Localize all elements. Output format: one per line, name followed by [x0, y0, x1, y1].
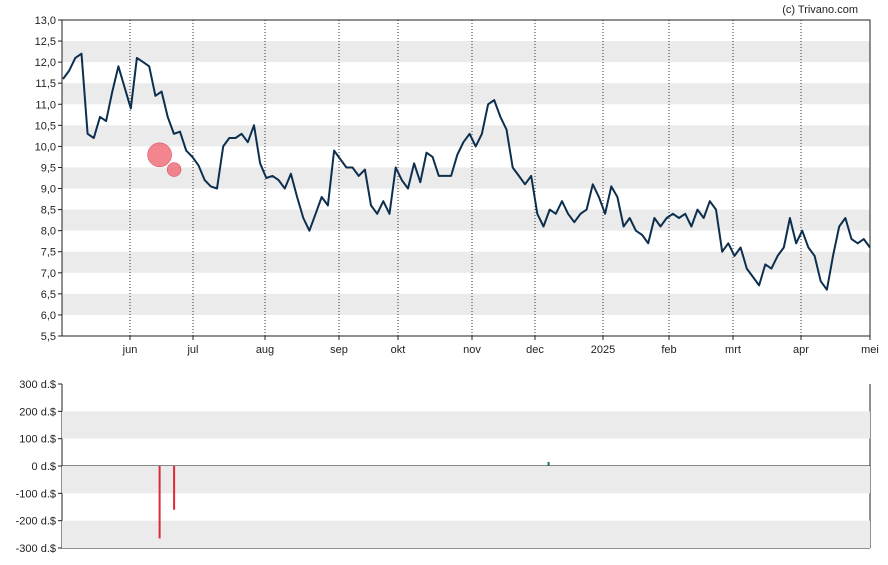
y-tick-label: 9,0: [41, 184, 56, 196]
y-tick-label: 10,5: [35, 120, 56, 132]
band: [62, 41, 870, 63]
x-tick-labels: jun jul aug sep okt nov dec 2025 feb mrt apr mei: [122, 336, 879, 356]
price-y-tick-labels: 13,0 12,5 12,0 11,5 11,0 10,5 10,0 9,5 9,0 8,5 8,0…: [35, 15, 62, 343]
band: [62, 167, 870, 189]
band: [62, 520, 870, 548]
sell-marker: [166, 162, 182, 177]
y-tick-label: 7,0: [41, 268, 56, 280]
y-tick-label: 5,5: [41, 331, 56, 343]
x-tick-label: nov: [463, 344, 481, 356]
y-tick-label: -100 d.$: [16, 488, 56, 500]
y-tick-label: -200 d.$: [16, 516, 56, 528]
x-tick-label: 2025: [591, 344, 615, 356]
y-tick-label: 10,0: [35, 141, 56, 153]
band: [62, 411, 870, 439]
x-tick-label: jun: [122, 344, 138, 356]
y-tick-label: 13,0: [35, 15, 56, 27]
transaction-markers: [147, 142, 182, 177]
price-panel-bands: [62, 41, 870, 315]
price-series-line: [62, 52, 871, 291]
y-tick-label: 0 d.$: [32, 461, 56, 473]
x-tick-label: feb: [661, 344, 676, 356]
y-tick-label: 200 d.$: [19, 406, 56, 418]
y-tick-label: 7,5: [41, 247, 56, 259]
volume-panel-bands: [62, 411, 870, 548]
sell-bar: [158, 466, 161, 539]
x-tick-label: okt: [391, 344, 406, 356]
x-tick-label: aug: [256, 344, 274, 356]
y-tick-label: 300 d.$: [19, 379, 56, 391]
band: [62, 466, 870, 494]
y-tick-label: 12,5: [35, 36, 56, 48]
y-tick-label: -300 d.$: [16, 543, 56, 555]
y-tick-label: 12,0: [35, 57, 56, 69]
sell-marker: [147, 142, 172, 168]
band: [62, 293, 870, 315]
x-tick-label: jul: [186, 344, 198, 356]
y-tick-label: 100 d.$: [19, 434, 56, 446]
y-tick-label: 6,0: [41, 310, 56, 322]
x-tick-label: mei: [861, 344, 879, 356]
x-tick-label: dec: [526, 344, 544, 356]
band: [62, 251, 870, 273]
credit-label: (c) Trivano.com: [782, 4, 858, 16]
y-tick-label: 9,5: [41, 162, 56, 174]
x-tick-label: sep: [330, 344, 348, 356]
band: [62, 83, 870, 105]
volume-y-tick-labels: 300 d.$ 200 d.$ 100 d.$ 0 d.$ -100 d.$ -200 d…: [16, 379, 62, 555]
y-tick-label: 8,0: [41, 226, 56, 238]
price-plot-frame: [61, 19, 871, 337]
y-tick-label: 11,5: [35, 78, 56, 90]
buy-bar: [547, 461, 550, 466]
band: [62, 125, 870, 147]
y-tick-label: 11,0: [35, 99, 56, 111]
transaction-bars: [158, 461, 550, 539]
sell-bar: [173, 466, 176, 510]
x-tick-label: apr: [793, 344, 809, 356]
y-tick-label: 6,5: [41, 289, 56, 301]
band: [62, 209, 870, 231]
y-tick-label: 8,5: [41, 205, 56, 217]
x-tick-label: mrt: [725, 344, 741, 356]
